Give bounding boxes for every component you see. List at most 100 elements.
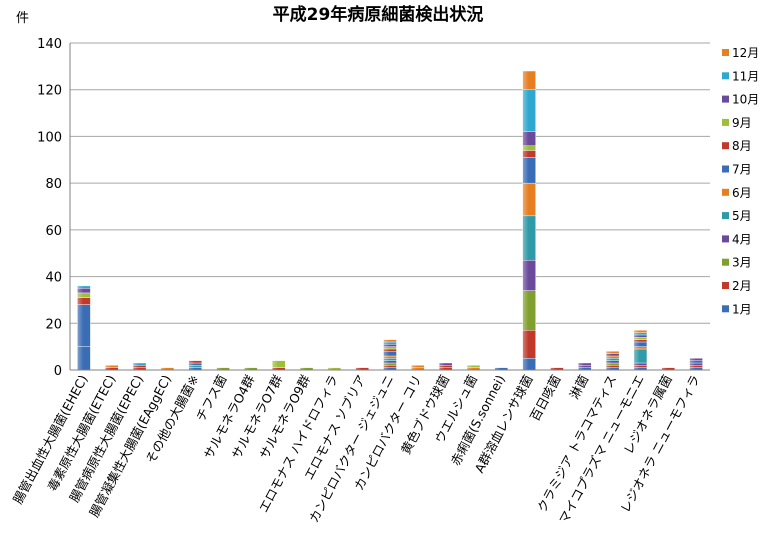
legend-swatch [722, 305, 729, 313]
bar-segment [633, 334, 648, 338]
bar-segment [77, 285, 91, 289]
y-tick-label: 120 [37, 84, 62, 99]
bar-segment [689, 362, 703, 366]
y-tick-label: 140 [37, 37, 62, 52]
bar-segment [383, 341, 397, 345]
bar-segment [522, 260, 536, 291]
legend-swatch [722, 258, 729, 266]
legend-label: 3月 [732, 256, 752, 270]
bar-segment [383, 365, 397, 368]
bar-segment [438, 365, 453, 368]
y-tick-label: 20 [45, 317, 62, 332]
bar-segment [383, 348, 397, 352]
bar-segment [522, 145, 536, 151]
legend-label: 4月 [732, 232, 752, 246]
y-tick-label: 0 [54, 364, 62, 379]
bar-segment [105, 365, 119, 368]
bar-segment [188, 360, 202, 364]
bar-segment [605, 365, 620, 368]
bar-segment [633, 337, 648, 340]
x-tick-label: 淋菌 [566, 372, 591, 401]
bar-segment [77, 304, 91, 347]
bar-segment [605, 362, 620, 366]
bar-segment [132, 365, 147, 368]
legend-label: 7月 [732, 163, 752, 177]
legend-label: 10月 [732, 93, 759, 107]
legend-swatch [722, 142, 729, 150]
bar-segment [188, 362, 202, 366]
legend: 12月 11月 10月 9月 8月 7月 6月 5月 4月 3月 2月 1月 [722, 46, 759, 316]
legend-swatch [722, 188, 729, 196]
bar-segment [132, 362, 147, 366]
bar-segment [522, 150, 536, 158]
bar-segment [689, 358, 703, 361]
gridlines [70, 42, 710, 371]
bar-segment [522, 131, 536, 146]
bar-segment [438, 362, 453, 366]
legend-label: 12月 [732, 46, 759, 60]
bar-segment [522, 89, 536, 132]
bar-segment [633, 339, 648, 343]
bar-segment [383, 351, 397, 357]
bar-segment [633, 362, 648, 366]
legend-label: 2月 [732, 279, 752, 293]
legend-swatch [722, 95, 729, 103]
legend-label: 9月 [732, 116, 752, 130]
bar-segment [605, 360, 620, 364]
bar-stacks [77, 70, 703, 371]
legend-swatch [722, 165, 729, 173]
bar-segment [383, 360, 397, 364]
bar-segment [605, 353, 620, 357]
legend-label: 1月 [732, 302, 752, 316]
bar-segment [522, 358, 536, 371]
bar-segment [633, 365, 648, 368]
bar-segment [605, 355, 620, 359]
legend-label: 6月 [732, 186, 752, 200]
legend-swatch [722, 212, 729, 220]
bar-segment [633, 341, 648, 347]
bar-segment [578, 365, 592, 368]
bar-segment [633, 330, 648, 333]
bar-segment [77, 346, 91, 371]
bar-segment [605, 351, 620, 354]
x-axis: 腸管出血性大腸菌(EHEC)毒素原性大腸菌(ETEC)腸管病原性大腸菌(EPEC… [10, 369, 710, 526]
bar-segment [633, 332, 648, 336]
bar-segment [188, 365, 202, 368]
y-tick-label: 60 [45, 224, 62, 239]
bar-segment [77, 297, 91, 305]
bar-segment [522, 70, 536, 90]
bar-segment [633, 348, 648, 364]
legend-swatch [722, 235, 729, 243]
legend-swatch [722, 49, 729, 56]
bar-segment [411, 365, 425, 368]
bar-segment [522, 157, 536, 184]
bar-segment [689, 360, 703, 364]
bar-segment [466, 365, 481, 368]
bar-segment [522, 330, 536, 359]
bar-segment [633, 346, 648, 350]
legend-swatch [722, 72, 729, 80]
legend-swatch [722, 282, 729, 289]
y-tick-label: 40 [45, 271, 62, 286]
bar-segment [271, 360, 286, 368]
bar-segment [689, 365, 703, 368]
legend-label: 8月 [732, 139, 752, 153]
bar-segment [578, 362, 592, 366]
bar-segment [383, 358, 397, 361]
bar-segment [522, 215, 536, 261]
bar-segment [605, 358, 620, 361]
legend-swatch [722, 118, 729, 126]
legend-label: 11月 [732, 69, 759, 83]
chart-title: 平成29年病原細菌検出状況 [273, 4, 484, 25]
y-tick-label: 80 [45, 177, 62, 192]
bar-segment [522, 182, 536, 217]
y-tick-label: 100 [37, 130, 62, 145]
y-axis: 0 20 40 60 80 100 120 140 [37, 37, 71, 379]
bar-segment [383, 355, 397, 359]
bar-segment [383, 339, 397, 343]
bar-segment [383, 362, 397, 366]
bar-segment [77, 292, 91, 298]
legend-label: 5月 [732, 209, 752, 223]
y-axis-unit: 件 [16, 11, 29, 26]
